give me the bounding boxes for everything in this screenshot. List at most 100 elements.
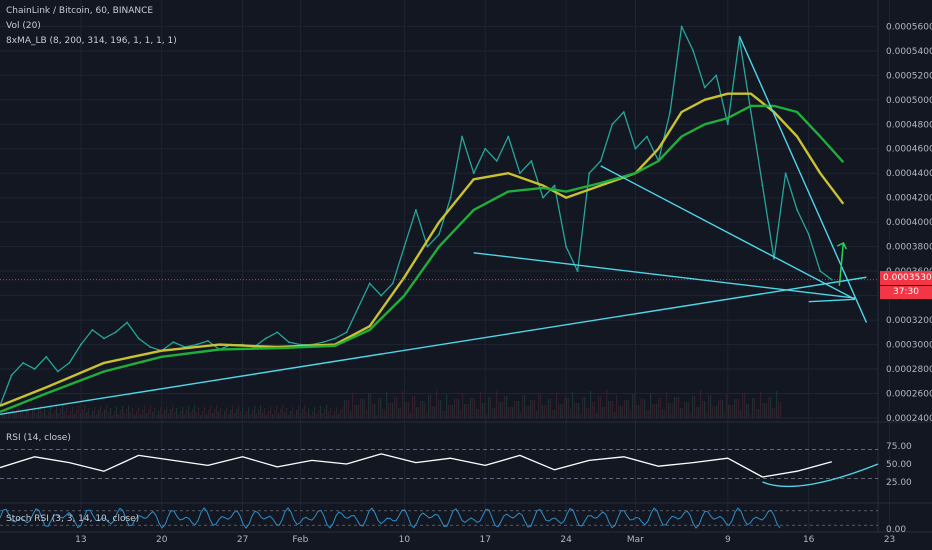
volume-bar (222, 415, 224, 418)
volume-bar (310, 415, 312, 418)
volume-bar (776, 391, 778, 418)
volume-bar (402, 391, 404, 418)
volume-bar (772, 408, 774, 418)
price-point (715, 74, 718, 77)
volume-bar (470, 398, 472, 418)
volume-bar (604, 407, 606, 418)
volume-bar (304, 405, 306, 418)
price-point (56, 370, 59, 373)
volume-bar (388, 403, 390, 418)
volume-bar (552, 410, 554, 418)
volume-bar (198, 408, 200, 418)
rsi-tick-label: 50.00 (886, 460, 912, 470)
symbol-legend[interactable]: ChainLink / Bitcoin, 60, BINANCE (6, 6, 154, 16)
volume-bar (348, 400, 350, 418)
price-point (287, 341, 290, 344)
volume-bar (384, 409, 386, 418)
series-ma-slow (0, 104, 845, 414)
volume-bar (712, 406, 714, 418)
volume-bar (62, 405, 64, 418)
price-point (530, 160, 533, 162)
volume-bar (26, 411, 28, 418)
volume-bar (66, 408, 68, 418)
volume-bar (94, 407, 96, 418)
volume-bar (516, 401, 518, 418)
price-point (819, 270, 822, 273)
volume-bars (2, 389, 782, 418)
volume-bar (102, 413, 104, 418)
volume-bar (580, 414, 582, 418)
price-point (403, 245, 406, 248)
volume-bar (448, 405, 450, 418)
volume-bar (650, 393, 652, 418)
volume-bar (46, 415, 48, 418)
volume-bar (216, 405, 218, 418)
time-tick-label: 9 (725, 535, 731, 545)
price-point (149, 346, 152, 348)
volume-bar (694, 396, 696, 418)
price-point (461, 135, 464, 138)
stoch-rsi-legend[interactable]: Stoch RSI (3, 3, 14, 10, close) (6, 514, 140, 524)
volume-bar (502, 402, 504, 418)
volume-bar (544, 405, 546, 418)
volume-bar (390, 403, 392, 418)
volume-bar (576, 403, 578, 418)
volume-bar (206, 414, 208, 418)
volume-bar (90, 415, 92, 418)
volume-bar (436, 389, 438, 418)
volume-bar (54, 410, 56, 418)
volume-bar (760, 392, 762, 418)
volume-bar (258, 409, 260, 418)
volume-bar (686, 402, 688, 418)
volume-bar (116, 407, 118, 418)
volume-bar (334, 411, 336, 418)
volume-bar (618, 406, 620, 418)
volume-bar (662, 409, 664, 418)
volume-bar (254, 406, 256, 418)
stoch-tick-label: 0.00 (886, 525, 906, 535)
volume-bar (432, 406, 434, 418)
price-point (449, 196, 452, 199)
price-point (542, 196, 544, 199)
volume-bar (512, 407, 514, 418)
volume-bar (130, 412, 132, 418)
volume-bar (682, 408, 684, 418)
volume-bar (734, 399, 736, 418)
volume-bar (28, 407, 30, 418)
volume-bar (138, 407, 140, 418)
volume-bar (36, 413, 38, 418)
time-axis[interactable]: 13 20 27 Feb 10 17 24 Mar 9 16 23 (75, 535, 895, 545)
volume-bar (404, 402, 406, 418)
volume-bar (34, 406, 36, 418)
ma-legend[interactable]: 8xMA_LB (8, 200, 314, 196, 1, 1, 1, 1) (6, 36, 177, 46)
volume-bar (354, 405, 356, 418)
price-point (495, 160, 498, 162)
volume-bar (156, 415, 158, 418)
volume-bar (528, 406, 530, 418)
price-point (692, 49, 695, 52)
price-point (357, 306, 360, 309)
volume-bar (110, 408, 112, 418)
volume-bar (64, 412, 66, 418)
volume-bar (382, 409, 384, 418)
volume-bar (628, 400, 630, 418)
volume-legend[interactable]: Vol (20) (6, 21, 41, 31)
volume-bar (536, 411, 538, 418)
volume-bar (272, 414, 274, 418)
volume-bar (290, 411, 292, 418)
volume-bar (140, 414, 142, 418)
volume-bar (614, 412, 616, 418)
volume-bar (100, 406, 102, 418)
volume-bar (32, 410, 34, 418)
volume-bar (500, 402, 502, 418)
volume-bar (70, 411, 72, 418)
volume-bar (270, 407, 272, 418)
volume-bar (744, 393, 746, 418)
volume-bar (426, 412, 428, 418)
rsi-legend[interactable]: RSI (14, close) (6, 433, 71, 443)
rsi-tick-label: 25.00 (886, 478, 912, 488)
volume-bar (626, 400, 628, 418)
